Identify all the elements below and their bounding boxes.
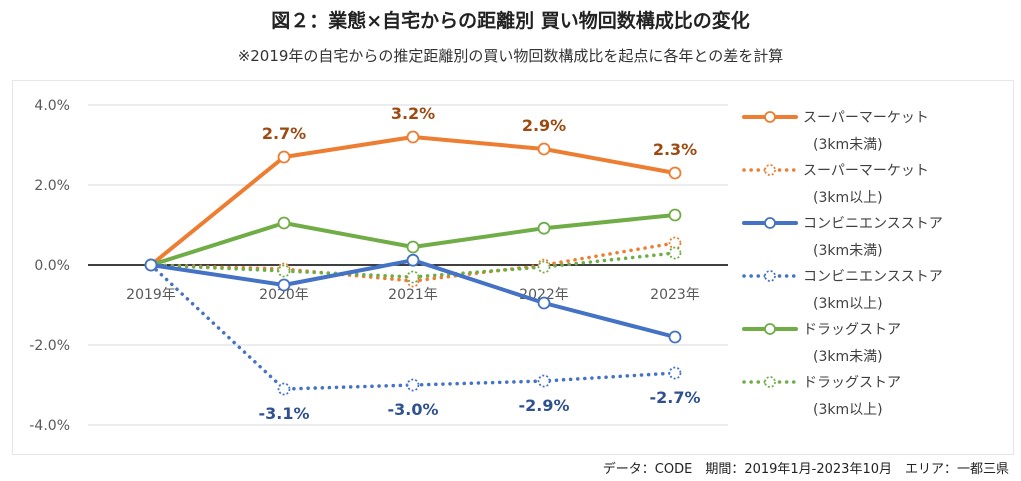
legend-note: (3km未満) (813, 243, 883, 259)
legend-marker (764, 217, 776, 229)
data-point (277, 264, 291, 278)
y-tick-label: -4.0% (29, 418, 70, 434)
x-tick-label: 2021年 (388, 287, 438, 303)
data-point (406, 240, 420, 254)
legend-note: (3km以上) (813, 190, 883, 206)
legend-note: (3km以上) (813, 296, 883, 312)
legend-marker (764, 111, 776, 123)
data-point (668, 366, 682, 380)
legend-label: ドラッグストア (803, 375, 901, 391)
data-point (406, 130, 420, 144)
data-label: 2.3% (653, 140, 697, 159)
data-label: 2.9% (522, 116, 566, 135)
data-label: 3.2% (391, 104, 435, 123)
y-tick-label: 2.0% (34, 178, 70, 194)
legend-label: スーパーマーケット (803, 163, 929, 179)
legend-note: (3km以上) (813, 402, 883, 418)
legend: スーパーマーケット (3km未満) スーパーマーケット (3km以上) コンビニエンスス… (742, 110, 943, 418)
data-point (406, 378, 420, 392)
legend-label: ドラッグストア (803, 322, 901, 338)
x-tick-label: 2019年 (126, 287, 176, 303)
gridlines (88, 104, 728, 426)
y-tick-label: -2.0% (29, 338, 70, 354)
data-labels: 2.7% 3.2% 2.9% 2.3% -3.1% -3.0% -2.9% -2.7% (258, 104, 700, 423)
legend-marker (764, 323, 776, 335)
data-point (537, 142, 551, 156)
data-point (277, 216, 291, 230)
data-source-note: データ：CODE 期間：2019年1月-2023年10月 エリア：一都三県 (602, 462, 1009, 477)
x-tick-label: 2023年 (650, 287, 700, 303)
data-point (537, 374, 551, 388)
data-label: 2.7% (262, 124, 306, 143)
data-label: -2.7% (649, 388, 700, 407)
y-tick-label: 0.0% (34, 258, 70, 274)
data-point (668, 166, 682, 180)
series-lines (144, 130, 682, 396)
legend-marker (764, 270, 776, 282)
data-label: -2.9% (518, 396, 569, 415)
legend-note: (3km未満) (813, 137, 883, 153)
data-point (537, 221, 551, 235)
legend-note: (3km未満) (813, 349, 883, 365)
y-tick-label: 4.0% (34, 98, 70, 114)
data-point (406, 253, 420, 267)
data-point (277, 150, 291, 164)
data-label: -3.0% (387, 400, 438, 419)
legend-marker (764, 164, 776, 176)
data-label: -3.1% (258, 404, 309, 423)
data-point (537, 260, 551, 274)
chart-title: 図２：業態×自宅からの距離別 買い物回数構成比の変化 (271, 10, 750, 32)
data-point (668, 330, 682, 344)
line-chart: 4.0% 2.0% 0.0% -2.0% -4.0% 2019年 2020年 2021年 202… (29, 98, 943, 434)
legend-label: コンビニエンスストア (803, 269, 943, 285)
data-point (277, 382, 291, 396)
data-point (668, 246, 682, 260)
data-point (406, 270, 420, 284)
legend-label: コンビニエンスストア (803, 216, 943, 232)
data-point (668, 208, 682, 222)
legend-label: スーパーマーケット (803, 110, 929, 126)
legend-marker (764, 376, 776, 388)
data-point (537, 296, 551, 310)
data-point (277, 278, 291, 292)
x-tick-label: 2020年 (259, 287, 309, 303)
chart-subtitle: ※2019年の自宅からの推定距離別の買い物回数構成比を起点に各年との差を計算 (237, 47, 784, 65)
chart-panel: 4.0% 2.0% 0.0% -2.0% -4.0% 2019年 2020年 2021年 202… (12, 80, 1014, 455)
data-point (144, 258, 158, 272)
